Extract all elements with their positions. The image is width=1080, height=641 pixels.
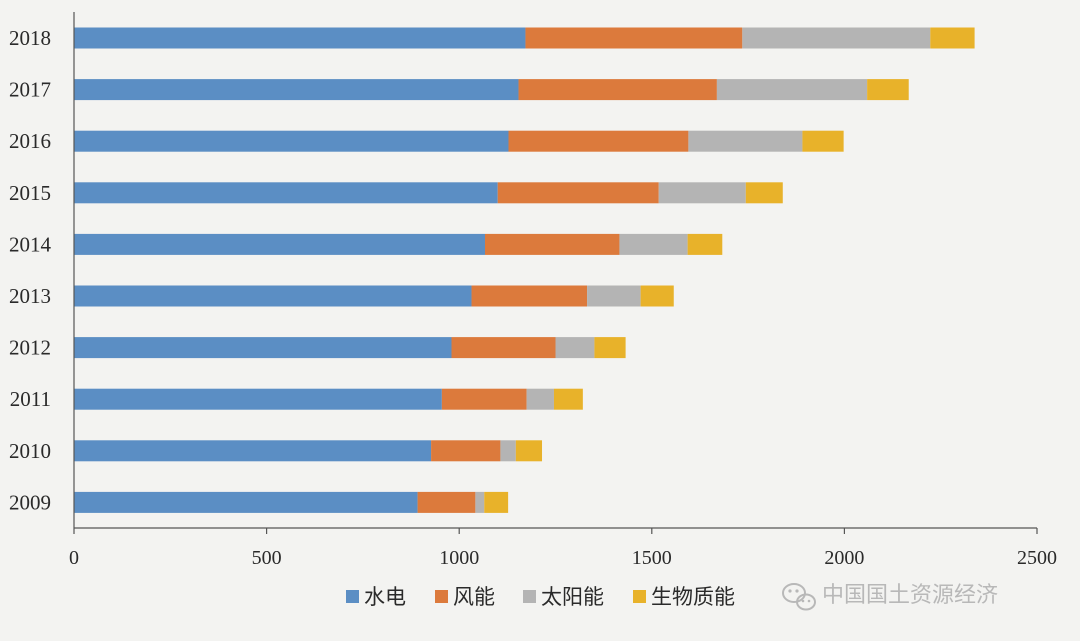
bar-2010-series-0 — [74, 440, 432, 462]
bar-2013-series-2 — [587, 285, 641, 307]
bar-2011-series-1 — [441, 388, 527, 410]
bar-2018-series-3 — [930, 27, 975, 49]
y-tick-label: 2018 — [9, 26, 51, 50]
bar-2009-series-1 — [417, 491, 476, 513]
bar-2016-series-1 — [508, 130, 689, 152]
watermark-text: 中国国土资源经济 — [822, 583, 998, 608]
x-axis-ticks: 0 500 1000 1500 2000 2500 — [69, 528, 1057, 569]
bar-2009-series-2 — [475, 491, 485, 513]
wechat-icon — [782, 583, 816, 611]
legend-swatch-1 — [435, 590, 448, 603]
y-tick-label: 2009 — [9, 490, 51, 514]
bar-2010-series-1 — [431, 440, 501, 462]
legend-swatch-3 — [633, 590, 646, 603]
bar-2016-series-2 — [688, 130, 803, 152]
x-tick-label: 0 — [69, 547, 79, 569]
legend-label-0: 水电 — [364, 585, 406, 609]
bar-2018-series-2 — [742, 27, 931, 49]
y-tick-label: 2013 — [9, 284, 51, 308]
bar-2017-series-1 — [518, 79, 717, 101]
y-tick-label: 2015 — [9, 181, 51, 205]
bar-2016-series-3 — [802, 130, 844, 152]
bar-2017-series-2 — [716, 79, 868, 101]
legend-label-3: 生物质能 — [651, 585, 735, 609]
y-axis-labels: 2018 2017 2016 2015 2014 2013 2012 2011 2010 2009 — [9, 26, 52, 514]
bar-2014-series-2 — [619, 233, 688, 255]
y-tick-label: 2010 — [9, 439, 51, 463]
bar-2014-series-0 — [74, 233, 486, 255]
bar-2011-series-3 — [553, 388, 583, 410]
watermark: 中国国土资源经济 — [782, 583, 998, 611]
bar-2016-series-0 — [74, 130, 509, 152]
legend-label-1: 风能 — [453, 585, 495, 609]
bar-2011-series-2 — [526, 388, 554, 410]
bar-2015-series-0 — [74, 182, 498, 204]
bar-2012-series-3 — [594, 337, 626, 359]
bar-2017-series-0 — [74, 79, 519, 101]
bar-2013-series-0 — [74, 285, 472, 307]
x-tick-label: 1000 — [439, 547, 479, 569]
bar-2015-series-1 — [497, 182, 659, 204]
bar-2017-series-3 — [867, 79, 909, 101]
x-tick-label: 2500 — [1017, 547, 1057, 569]
bar-2010-series-3 — [515, 440, 543, 462]
bar-2012-series-1 — [451, 337, 556, 359]
x-tick-label: 500 — [252, 547, 282, 569]
y-tick-label: 2014 — [9, 232, 52, 256]
legend: 水电 风能 太阳能 生物质能 — [346, 585, 735, 609]
legend-swatch-0 — [346, 590, 359, 603]
bar-2014-series-3 — [687, 233, 723, 255]
y-tick-label: 2011 — [10, 387, 51, 411]
bars-layer — [74, 27, 975, 513]
bar-2013-series-1 — [471, 285, 588, 307]
bar-2015-series-2 — [658, 182, 746, 204]
bar-2014-series-1 — [485, 233, 620, 255]
bar-2012-series-2 — [555, 337, 595, 359]
legend-label-2: 太阳能 — [541, 585, 604, 609]
bar-2018-series-0 — [74, 27, 526, 49]
bar-2009-series-3 — [484, 491, 509, 513]
bar-2013-series-3 — [640, 285, 674, 307]
legend-swatch-2 — [523, 590, 536, 603]
bar-2015-series-3 — [745, 182, 783, 204]
y-tick-label: 2017 — [9, 78, 51, 102]
y-tick-label: 2012 — [9, 336, 51, 360]
bar-2018-series-1 — [525, 27, 743, 49]
bar-2012-series-0 — [74, 337, 452, 359]
bar-2010-series-2 — [500, 440, 516, 462]
y-tick-label: 2016 — [9, 129, 51, 153]
x-tick-label: 1500 — [632, 547, 672, 569]
bar-2009-series-0 — [74, 491, 418, 513]
bar-2011-series-0 — [74, 388, 442, 410]
x-tick-label: 2000 — [824, 547, 864, 569]
